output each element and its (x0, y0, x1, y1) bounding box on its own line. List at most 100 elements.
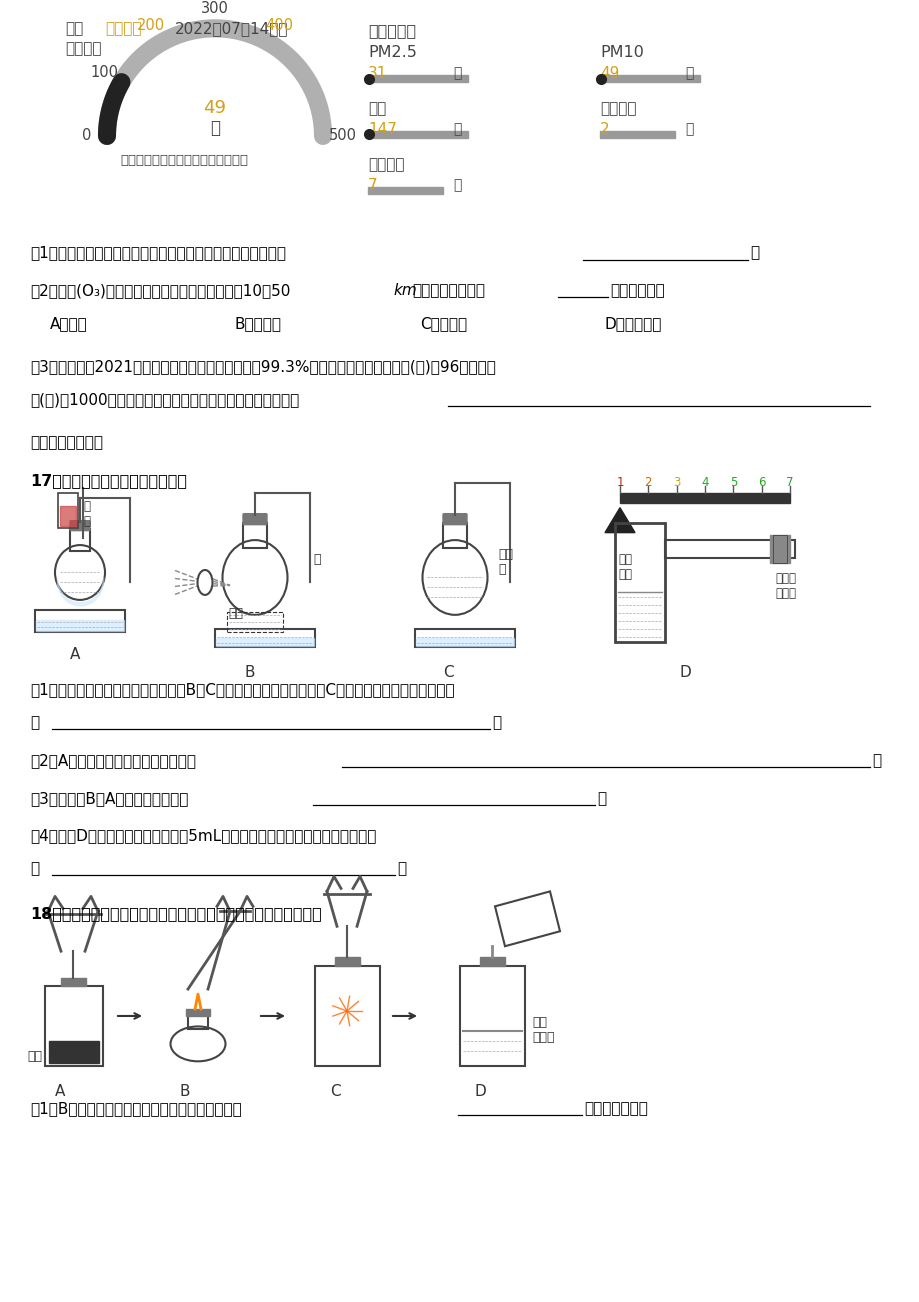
Text: ；: ； (871, 753, 880, 768)
Text: 水: 水 (312, 552, 320, 565)
Bar (45, 986, 103, 1066)
Text: 二氧化氮: 二氧化氮 (599, 102, 636, 116)
Bar (186, 1009, 210, 1016)
Text: 优: 优 (685, 122, 693, 135)
Bar (335, 957, 359, 966)
Bar (36, 620, 124, 631)
Text: ；: ； (596, 790, 606, 806)
Text: A: A (70, 647, 80, 663)
Text: 优: 优 (452, 122, 460, 135)
Text: 49: 49 (203, 99, 226, 117)
Text: 《切换》: 《切换》 (105, 21, 142, 36)
Text: 400: 400 (265, 18, 292, 33)
Text: 空气质量: 空气质量 (65, 42, 101, 56)
Text: （2）臭氧(O₃)能吸收紫外线，主要分布在距地面10－50: （2）臭氧(O₃)能吸收紫外线，主要分布在距地面10－50 (30, 284, 290, 298)
Bar (480, 957, 505, 966)
Bar (227, 612, 283, 633)
Text: （2）A装置中发生化学反应的表达式为: （2）A装置中发生化学反应的表达式为 (30, 753, 196, 768)
Text: 49: 49 (599, 66, 618, 81)
Text: 0: 0 (82, 129, 92, 143)
Bar (215, 629, 314, 647)
Text: PM2.5: PM2.5 (368, 46, 416, 60)
Text: 木炭: 木炭 (27, 1049, 42, 1062)
Text: （1）测定空气成分的方法很多，如图B和C装置底部装有少量水，装置C不能测定空气中氧气含量的原: （1）测定空气成分的方法很多，如图B和C装置底部装有少量水，装置C不能测定空气中… (30, 682, 454, 697)
Text: 2: 2 (599, 122, 609, 137)
Bar (772, 535, 786, 562)
Text: 优: 优 (452, 178, 460, 191)
FancyBboxPatch shape (70, 521, 90, 531)
Bar (314, 966, 380, 1066)
Text: （3）据报道，2021年婺源县环境空气质量优良率为99.3%，其中全年空气质量一级(优)共96天，属二: （3）据报道，2021年婺源县环境空气质量优良率为99.3%，其中全年空气质量一… (30, 359, 495, 374)
Text: 优: 优 (210, 118, 220, 137)
Bar (415, 638, 514, 646)
Text: C: C (442, 665, 453, 680)
Bar (368, 186, 443, 194)
Bar (216, 638, 313, 646)
Text: C．纯净物: C．纯净物 (420, 316, 467, 331)
Bar (599, 76, 699, 82)
Bar (368, 132, 468, 138)
Text: PM10: PM10 (599, 46, 643, 60)
Text: D．稀有气体: D．稀有气体 (605, 316, 662, 331)
Text: 部分迅速烧红；: 部分迅速烧红； (584, 1100, 647, 1116)
Text: km: km (392, 284, 416, 298)
Text: 红
磷: 红 磷 (83, 500, 90, 527)
Bar (187, 1014, 208, 1029)
Text: 300: 300 (201, 1, 229, 16)
Text: ；: ； (492, 715, 501, 730)
Text: 147: 147 (368, 122, 396, 137)
Text: 向: 向 (30, 862, 40, 876)
Text: C: C (329, 1083, 340, 1099)
Text: 3: 3 (672, 475, 680, 488)
Bar (599, 132, 675, 138)
Text: （3）你认为B与A相比装置的优点是: （3）你认为B与A相比装置的优点是 (30, 790, 188, 806)
Text: 。: 。 (397, 862, 405, 876)
Text: 500: 500 (329, 129, 357, 143)
Text: 31: 31 (368, 66, 387, 81)
Bar (414, 629, 515, 647)
Bar (614, 522, 664, 642)
Text: B: B (244, 665, 255, 680)
Bar (443, 522, 467, 548)
Text: 2022－07－14周四: 2022－07－14周四 (175, 21, 289, 36)
Text: 7: 7 (786, 475, 793, 488)
Text: 澄清
石灰水: 澄清 石灰水 (531, 1016, 554, 1044)
FancyBboxPatch shape (243, 514, 267, 525)
Text: 优: 优 (685, 66, 693, 81)
Text: 木炭
水: 木炭 水 (497, 548, 513, 575)
Text: 7: 7 (368, 178, 377, 193)
Bar (58, 492, 78, 527)
Text: 臭氧: 臭氧 (368, 102, 386, 116)
Text: 主要污染物: 主要污染物 (368, 23, 415, 38)
Text: 18．如图所示是木炭在氧气中燃烧的实验操作，请回答下列问题。: 18．如图所示是木炭在氧气中燃烧的实验操作，请回答下列问题。 (30, 906, 322, 922)
Text: （写一条即可）。: （写一条即可）。 (30, 435, 103, 450)
Text: 。: 。 (749, 246, 758, 260)
Text: 1: 1 (616, 475, 623, 488)
Text: 2: 2 (644, 475, 652, 488)
Bar (619, 492, 789, 503)
Text: （1）图中还缺少的一种目前计入空气质量评价的主要污染物是: （1）图中还缺少的一种目前计入空气质量评价的主要污染物是 (30, 246, 286, 260)
Bar (60, 505, 76, 526)
Bar (70, 529, 90, 551)
Polygon shape (605, 508, 634, 533)
Text: 二氧化硫: 二氧化硫 (368, 158, 404, 172)
Text: A: A (55, 1083, 65, 1099)
Text: B: B (179, 1083, 190, 1099)
Text: 级(良)儗1000天。为保护婺源县空气质量，我们可以做到的是: 级(良)儗1000天。为保护婺源县空气质量，我们可以做到的是 (30, 392, 299, 408)
Bar (243, 522, 267, 548)
Bar (664, 539, 794, 557)
Text: （填序号）。: （填序号）。 (609, 284, 664, 298)
Text: 5: 5 (729, 475, 736, 488)
Bar (49, 1040, 99, 1062)
Text: 多参加户外活动，呼吸清新空气啊。: 多参加户外活动，呼吸清新空气啊。 (119, 154, 248, 167)
Text: 的高空，臭氧属于: 的高空，臭氧属于 (412, 284, 484, 298)
Text: 100: 100 (90, 65, 118, 79)
Text: 白磷: 白磷 (228, 607, 243, 620)
Text: B．混合物: B．混合物 (234, 316, 282, 331)
Text: 200: 200 (137, 18, 165, 33)
FancyBboxPatch shape (443, 514, 467, 525)
Bar (460, 966, 525, 1066)
Bar (61, 978, 85, 986)
Text: 白磷
热水: 白磷 热水 (618, 552, 631, 581)
Bar (769, 535, 789, 562)
